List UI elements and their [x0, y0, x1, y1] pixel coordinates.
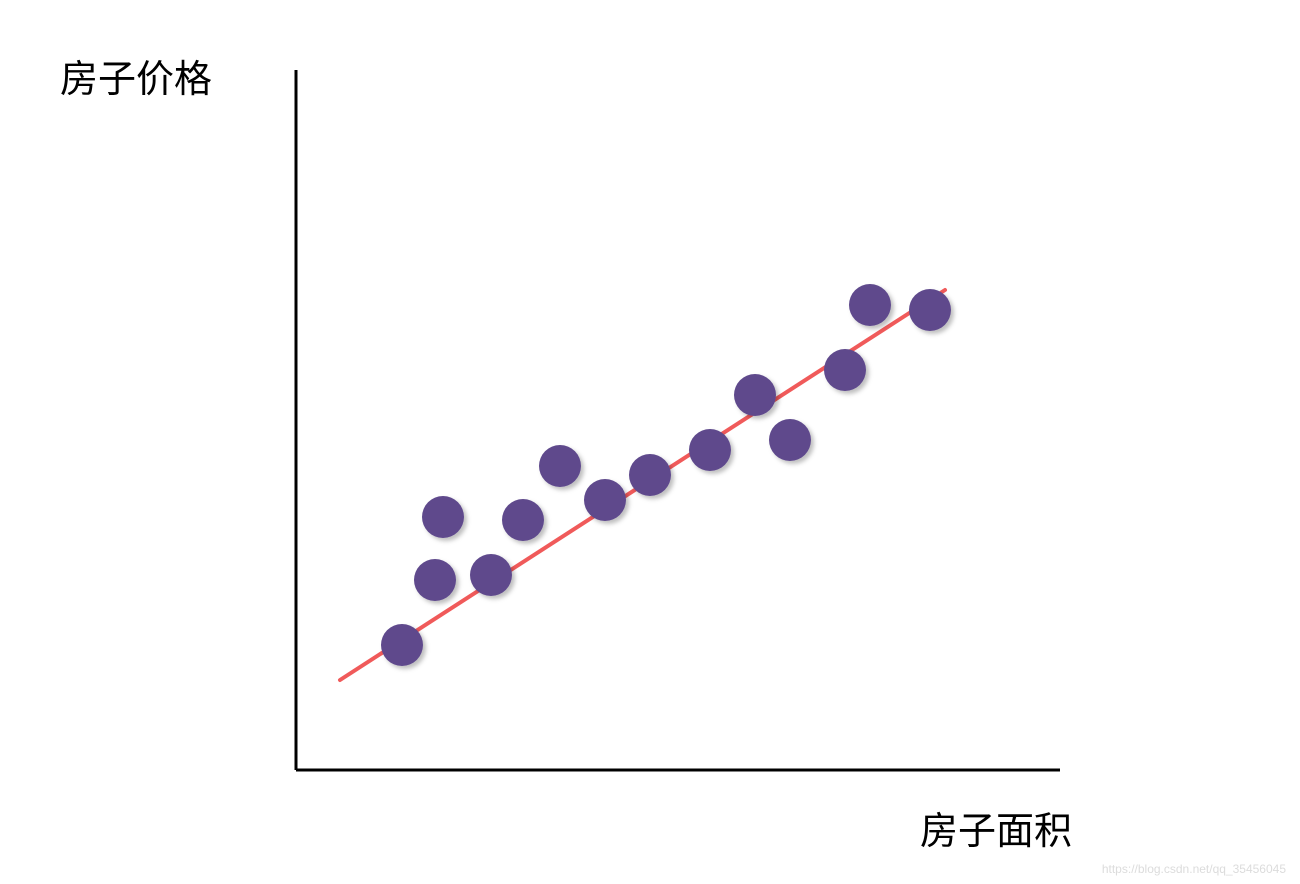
scatter-point — [584, 479, 626, 521]
scatter-chart: 房子价格 房子面积 https://blog.csdn.net/qq_35456… — [0, 0, 1300, 884]
scatter-point — [539, 445, 581, 487]
scatter-point — [502, 499, 544, 541]
scatter-point — [769, 419, 811, 461]
scatter-point — [689, 429, 731, 471]
axes — [296, 70, 1060, 770]
scatter-point — [381, 624, 423, 666]
scatter-point — [909, 289, 951, 331]
scatter-point — [824, 349, 866, 391]
scatter-point — [470, 554, 512, 596]
watermark-text: https://blog.csdn.net/qq_35456045 — [1102, 862, 1286, 876]
scatter-point — [734, 374, 776, 416]
scatter-point — [629, 454, 671, 496]
chart-svg — [0, 0, 1300, 884]
scatter-point — [422, 496, 464, 538]
y-axis-label: 房子价格 — [60, 48, 212, 103]
scatter-point — [849, 284, 891, 326]
scatter-point — [414, 559, 456, 601]
x-axis-label: 房子面积 — [920, 800, 1072, 855]
